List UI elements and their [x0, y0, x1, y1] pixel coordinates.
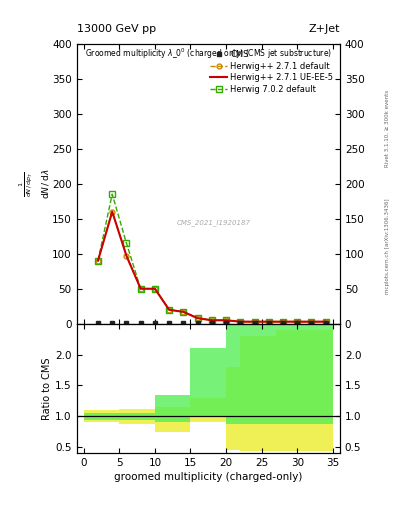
Text: CMS_2021_I1920187: CMS_2021_I1920187 — [176, 220, 251, 226]
Herwig 7.0.2 default — [124, 240, 129, 246]
Herwig 7.0.2 default — [195, 315, 200, 321]
CMS — [281, 320, 285, 326]
Herwig 7.0.2 default — [152, 286, 157, 292]
Herwig++ 2.7.1 UE-EE-5 — [281, 318, 285, 325]
Herwig 7.0.2 default — [95, 258, 100, 264]
Text: Groomed multiplicity $\lambda\_0^0$ (charged only) (CMS jet substructure): Groomed multiplicity $\lambda\_0^0$ (cha… — [84, 46, 332, 61]
Herwig 7.0.2 default — [238, 318, 242, 325]
Herwig++ 2.7.1 UE-EE-5 — [209, 317, 214, 324]
CMS — [209, 320, 214, 326]
Herwig++ 2.7.1 UE-EE-5 — [181, 309, 186, 315]
Herwig++ 2.7.1 UE-EE-5 — [309, 318, 314, 325]
Herwig++ 2.7.1 default — [95, 258, 100, 264]
Herwig 7.0.2 default — [323, 318, 328, 325]
CMS — [238, 320, 242, 326]
Herwig 7.0.2 default — [295, 318, 299, 325]
Herwig++ 2.7.1 default — [124, 253, 129, 259]
Herwig++ 2.7.1 default — [138, 286, 143, 292]
Herwig++ 2.7.1 default — [224, 317, 228, 324]
Herwig++ 2.7.1 default — [266, 318, 271, 325]
Herwig++ 2.7.1 UE-EE-5 — [95, 258, 100, 264]
Text: Z+Jet: Z+Jet — [309, 24, 340, 34]
Line: Herwig 7.0.2 default: Herwig 7.0.2 default — [95, 191, 329, 325]
Herwig++ 2.7.1 default — [252, 318, 257, 325]
Herwig++ 2.7.1 default — [281, 318, 285, 325]
Herwig++ 2.7.1 UE-EE-5 — [323, 318, 328, 325]
Herwig++ 2.7.1 UE-EE-5 — [266, 318, 271, 325]
CMS — [124, 320, 129, 326]
Herwig 7.0.2 default — [224, 317, 228, 324]
Herwig++ 2.7.1 default — [181, 309, 186, 315]
Herwig++ 2.7.1 UE-EE-5 — [110, 208, 115, 215]
Herwig 7.0.2 default — [252, 318, 257, 325]
Herwig++ 2.7.1 UE-EE-5 — [238, 318, 242, 325]
Text: mcplots.cern.ch [arXiv:1306.3436]: mcplots.cern.ch [arXiv:1306.3436] — [385, 198, 389, 293]
Herwig++ 2.7.1 UE-EE-5 — [138, 286, 143, 292]
CMS — [181, 320, 186, 326]
Herwig++ 2.7.1 UE-EE-5 — [252, 318, 257, 325]
CMS — [138, 320, 143, 326]
Herwig++ 2.7.1 UE-EE-5 — [167, 307, 171, 313]
Herwig++ 2.7.1 default — [195, 315, 200, 321]
Legend: CMS, Herwig++ 2.7.1 default, Herwig++ 2.7.1 UE-EE-5, Herwig 7.0.2 default: CMS, Herwig++ 2.7.1 default, Herwig++ 2.… — [208, 48, 336, 96]
Herwig++ 2.7.1 UE-EE-5 — [152, 286, 157, 292]
Herwig++ 2.7.1 default — [152, 286, 157, 292]
CMS — [309, 320, 314, 326]
CMS — [323, 320, 328, 326]
Herwig++ 2.7.1 UE-EE-5 — [224, 317, 228, 324]
Text: Rivet 3.1.10, ≥ 300k events: Rivet 3.1.10, ≥ 300k events — [385, 90, 389, 166]
CMS — [266, 320, 271, 326]
Herwig++ 2.7.1 UE-EE-5 — [195, 315, 200, 321]
Line: Herwig++ 2.7.1 default: Herwig++ 2.7.1 default — [95, 209, 328, 324]
CMS — [95, 320, 100, 326]
CMS — [295, 320, 299, 326]
CMS — [224, 320, 228, 326]
Herwig++ 2.7.1 default — [309, 318, 314, 325]
Herwig 7.0.2 default — [110, 191, 115, 197]
Herwig++ 2.7.1 default — [323, 318, 328, 325]
Herwig 7.0.2 default — [309, 318, 314, 325]
Herwig 7.0.2 default — [167, 307, 171, 313]
Herwig++ 2.7.1 default — [209, 317, 214, 324]
Herwig 7.0.2 default — [209, 317, 214, 324]
X-axis label: groomed multiplicity (charged-only): groomed multiplicity (charged-only) — [114, 472, 303, 482]
CMS — [167, 320, 171, 326]
CMS — [195, 320, 200, 326]
Herwig++ 2.7.1 default — [167, 307, 171, 313]
Herwig 7.0.2 default — [281, 318, 285, 325]
Herwig++ 2.7.1 UE-EE-5 — [124, 253, 129, 259]
CMS — [252, 320, 257, 326]
Herwig++ 2.7.1 UE-EE-5 — [295, 318, 299, 325]
Y-axis label: Ratio to CMS: Ratio to CMS — [42, 357, 52, 420]
Herwig++ 2.7.1 default — [110, 208, 115, 215]
CMS — [152, 320, 157, 326]
Herwig 7.0.2 default — [181, 309, 186, 315]
CMS — [110, 320, 115, 326]
Y-axis label: $\frac{1}{\mathrm{d}N\,/\,\mathrm{d}p_T}$
$\mathrm{d}N\,/\,\mathrm{d}\lambda$: $\frac{1}{\mathrm{d}N\,/\,\mathrm{d}p_T}… — [18, 168, 51, 199]
Herwig++ 2.7.1 default — [238, 318, 242, 325]
Line: CMS: CMS — [96, 321, 328, 325]
Herwig 7.0.2 default — [266, 318, 271, 325]
Line: Herwig++ 2.7.1 UE-EE-5: Herwig++ 2.7.1 UE-EE-5 — [98, 211, 326, 322]
Text: 13000 GeV pp: 13000 GeV pp — [77, 24, 156, 34]
Herwig++ 2.7.1 default — [295, 318, 299, 325]
Herwig 7.0.2 default — [138, 286, 143, 292]
